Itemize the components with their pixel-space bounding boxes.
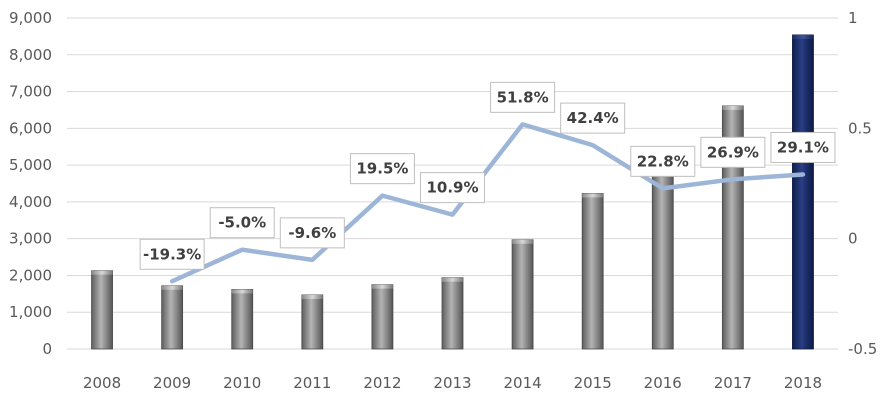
bar bbox=[371, 284, 394, 350]
svg-text:26.9%: 26.9% bbox=[707, 143, 759, 161]
data-label: -9.6% bbox=[279, 217, 345, 249]
data-label: 10.9% bbox=[420, 172, 485, 204]
x-axis-tick-label: 2013 bbox=[433, 374, 471, 392]
svg-text:22.8%: 22.8% bbox=[637, 152, 689, 170]
bar bbox=[441, 277, 464, 350]
right-axis-tick-label: 0.5 bbox=[848, 119, 872, 137]
growth-rate-line bbox=[169, 122, 806, 284]
x-axis-tick-label: 2011 bbox=[293, 374, 331, 392]
data-label: 26.9% bbox=[700, 136, 766, 168]
x-axis-tick-label: 2015 bbox=[574, 374, 612, 392]
x-axis-tick-label: 2016 bbox=[644, 374, 682, 392]
right-axis-tick-label: -0.5 bbox=[848, 340, 877, 358]
svg-text:19.5%: 19.5% bbox=[356, 160, 408, 178]
bar bbox=[161, 285, 184, 350]
svg-text:42.4%: 42.4% bbox=[567, 109, 619, 127]
svg-text:10.9%: 10.9% bbox=[426, 179, 478, 197]
left-axis-tick-label: 3,000 bbox=[9, 230, 52, 248]
left-axis-tick-label: 8,000 bbox=[9, 46, 52, 64]
x-axis-tick-label: 2008 bbox=[83, 374, 121, 392]
bar-series bbox=[91, 34, 814, 350]
left-axis-tick-label: 7,000 bbox=[9, 83, 52, 101]
bar bbox=[301, 294, 324, 350]
svg-text:-19.3%: -19.3% bbox=[143, 245, 201, 263]
right-axis-tick-label: 1 bbox=[848, 9, 858, 27]
left-axis-tick-label: 6,000 bbox=[9, 119, 52, 137]
left-axis-tick-label: 1,000 bbox=[9, 303, 52, 321]
bar-highlighted bbox=[792, 34, 814, 350]
left-axis-tick-label: 9,000 bbox=[9, 9, 52, 27]
bar bbox=[581, 193, 604, 350]
x-axis-tick-label: 2010 bbox=[223, 374, 261, 392]
left-axis-tick-label: 4,000 bbox=[9, 193, 52, 211]
svg-text:51.8%: 51.8% bbox=[497, 88, 549, 106]
svg-text:29.1%: 29.1% bbox=[777, 138, 829, 156]
left-axis-tick-label: 2,000 bbox=[9, 266, 52, 284]
left-axis-tick-label: 0 bbox=[42, 340, 52, 358]
bar bbox=[511, 239, 534, 350]
x-axis-tick-label: 2012 bbox=[363, 374, 401, 392]
right-axis-tick-label: 0 bbox=[848, 230, 858, 248]
data-label: 29.1% bbox=[770, 131, 836, 163]
right-y-axis: -0.5 0 0.5 1 bbox=[848, 9, 877, 358]
bar bbox=[231, 289, 254, 350]
left-y-axis: 0 1,000 2,000 3,000 4,000 5,000 6,000 7,000 8,00… bbox=[9, 9, 52, 358]
svg-text:-5.0%: -5.0% bbox=[218, 214, 266, 232]
x-axis-tick-label: 2018 bbox=[784, 374, 822, 392]
data-label: -5.0% bbox=[209, 207, 275, 239]
data-label: 22.8% bbox=[630, 145, 696, 177]
bar bbox=[91, 270, 113, 350]
svg-text:-9.6%: -9.6% bbox=[288, 224, 336, 242]
left-axis-tick-label: 5,000 bbox=[9, 156, 52, 174]
x-axis-tick-label: 2017 bbox=[714, 374, 752, 392]
x-axis-tick-label: 2014 bbox=[503, 374, 541, 392]
data-label: -19.3% bbox=[139, 238, 205, 270]
x-axis: 2008 2009 2010 2011 2012 2013 2014 2015 2016 2017… bbox=[67, 348, 838, 392]
data-label: 19.5% bbox=[349, 153, 415, 185]
data-label: 42.4% bbox=[560, 102, 626, 134]
growth-line-series bbox=[169, 122, 806, 284]
growth-data-labels: -19.3% -5.0% -9.6% 19.5% 10.9% 51.8% 42.4% 22.8… bbox=[139, 81, 836, 270]
data-label: 51.8% bbox=[490, 81, 556, 113]
x-axis-tick-label: 2009 bbox=[153, 374, 191, 392]
